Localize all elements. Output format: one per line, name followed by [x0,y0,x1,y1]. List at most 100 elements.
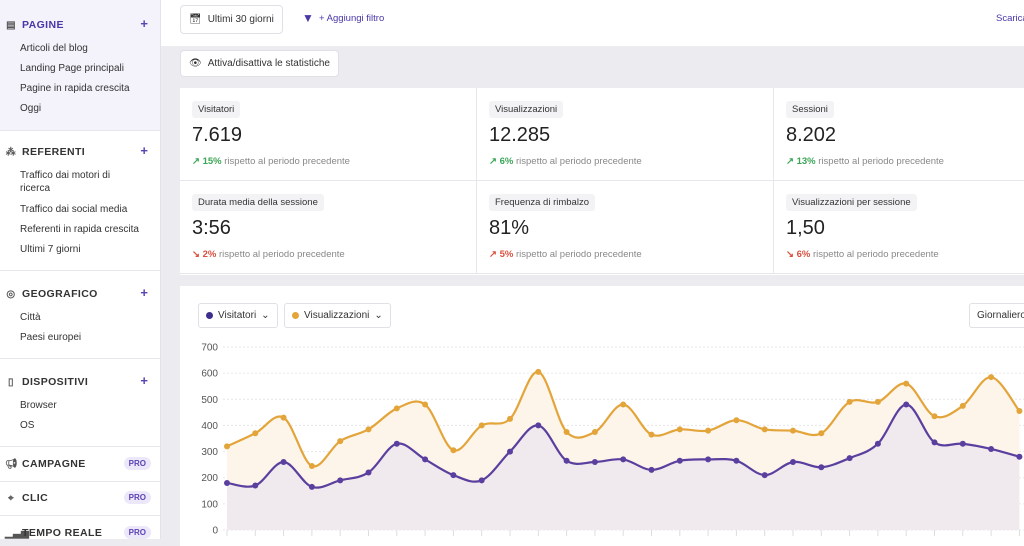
legend-visitatori-dropdown[interactable]: Visitatori ⌄ [198,303,278,328]
change-percent: 15% [202,156,222,167]
sidebar-item[interactable]: Città [20,312,41,323]
section-header-dispositivi[interactable]: ▯ DISPOSITIVI [5,376,88,388]
sidebar-item[interactable]: Oggi [20,103,42,114]
eye-icon: 👁︎ [189,58,202,69]
data-point [535,368,542,375]
change-note: rispetto al periodo precedente [224,156,350,167]
section-tempo-reale[interactable]: ▁▃▅ TEMPO REALE PRO [0,516,160,546]
interval-dropdown[interactable]: Giornaliero [969,303,1024,328]
add-filter-link[interactable]: + Aggiungi filtro [319,13,385,24]
toggle-stats-button[interactable]: 👁︎ Attiva/disattiva le statistiche [180,50,339,77]
stat-change: ↗ 13% rispetto al periodo precedente [786,156,944,167]
sidebar-item[interactable]: Articoli del blog [20,43,88,54]
chevron-down-icon: ⌄ [374,310,383,321]
add-pagine-button[interactable]: + [140,16,148,31]
add-geografico-button[interactable]: + [140,285,148,300]
data-point [903,380,910,387]
change-note: rispetto al periodo precedente [812,249,939,260]
sidebar: ▤ PAGINE + Articoli del blog Landing Page… [0,0,161,539]
section-header-campagne: 📢︎ CAMPAGNE [5,458,86,470]
sidebar-item[interactable]: Landing Page principali [20,63,124,74]
data-point [790,427,796,434]
stat-change: ↘ 2% rispetto al periodo precedente [192,249,345,260]
sidebar-item[interactable]: Browser [20,400,57,411]
data-point [620,401,627,408]
date-range-button[interactable]: 📅︎ Ultimi 30 giorni [180,5,283,34]
stat-change: ↗ 6% rispetto al periodo precedente [489,156,642,167]
cursor-click-icon: ⌖ [7,492,15,504]
legend-visualizzazioni-dropdown[interactable]: Visualizzazioni ⌄ [284,303,391,328]
change-percent: 6% [499,156,514,167]
section-geografico: ◎ GEOGRAFICO + Città Paesi europei [0,271,160,359]
data-point [1016,453,1023,460]
stat-card: Visualizzazioni 12.285 ↗ 6% rispetto al … [477,88,774,181]
stat-label: Visualizzazioni per sessione [786,194,917,211]
pro-badge: PRO [123,526,151,539]
data-point [280,414,287,421]
change-percent: 2% [202,249,217,260]
section-header-referenti[interactable]: ⁂ REFERENTI [5,146,86,158]
data-point [733,417,740,424]
stat-value: 81% [489,217,530,239]
add-dispositivi-button[interactable]: + [140,373,148,388]
trend-arrow-icon: ↘ [786,249,794,260]
sidebar-item[interactable]: Traffico dai motori di ricerca [20,170,111,194]
stat-change: ↗ 15% rispetto al periodo precedente [192,156,350,167]
stat-label: Frequenza di rimbalzo [489,194,595,211]
data-point [450,447,457,454]
y-tick-label: 600 [201,369,218,380]
download-link[interactable]: Scarica [996,13,1024,24]
change-note: rispetto al periodo precedente [818,156,944,167]
data-point [450,472,457,479]
stat-change: ↘ 6% rispetto al periodo precedente [786,249,939,260]
stat-value: 3:56 [192,217,231,239]
filter-icon[interactable]: ▼ [302,11,314,25]
sidebar-item[interactable]: Paesi europei [20,332,82,343]
bar-chart-icon: ▁▃▅ [5,527,30,539]
data-point [818,464,825,471]
stat-value: 12.285 [489,124,551,146]
data-point [874,440,881,447]
section-campagne[interactable]: 📢︎ CAMPAGNE PRO [0,447,160,482]
sidebar-item[interactable]: Pagine in rapida crescita [20,83,130,94]
stat-card: Sessioni 8.202 ↗ 13% rispetto al periodo… [774,88,1024,181]
section-header-pagine[interactable]: ▤ PAGINE [6,19,64,31]
data-point [874,398,881,405]
data-point [252,482,259,489]
data-point [903,401,910,408]
section-clic[interactable]: ⌖ CLIC PRO [0,482,160,516]
data-point [478,477,485,484]
data-point [393,405,400,412]
series-dot-icon [292,312,299,319]
pro-badge: PRO [123,457,151,470]
sidebar-item[interactable]: Referenti in rapida crescita [20,224,139,235]
data-point [563,457,570,464]
sidebar-item[interactable]: OS [20,420,35,431]
section-header-tempo-reale: ▁▃▅ TEMPO REALE [5,527,103,539]
data-point [648,466,655,473]
sidebar-item[interactable]: Traffico dai social media [20,204,128,215]
stat-card: Visualizzazioni per sessione 1,50 ↘ 6% r… [774,181,1024,274]
stat-change: ↗ 5% rispetto al periodo precedente [489,249,642,260]
data-point [224,443,230,450]
chart-card: Visitatori ⌄ Visualizzazioni ⌄ Giornaliero… [180,286,1024,546]
data-point [422,456,429,463]
stat-label: Visitatori [192,101,241,118]
device-icon: ▯ [8,376,14,388]
data-point [308,483,315,490]
section-header-geografico[interactable]: ◎ GEOGRAFICO [6,288,98,300]
data-point [620,456,627,463]
data-point [959,402,966,409]
globe-icon: ◎ [6,288,16,300]
trend-arrow-icon: ↗ [489,249,497,260]
data-point [563,428,570,435]
stats-panel: Visitatori 7.619 ↗ 15% rispetto al perio… [180,88,1024,275]
chevron-down-icon: ⌄ [261,310,270,321]
stat-value: 8.202 [786,124,837,146]
data-point [818,430,825,437]
data-point [988,445,995,452]
sidebar-item[interactable]: Ultimi 7 giorni [20,244,81,255]
data-point [846,455,853,462]
y-tick-label: 300 [201,447,218,458]
add-referenti-button[interactable]: + [140,143,148,158]
